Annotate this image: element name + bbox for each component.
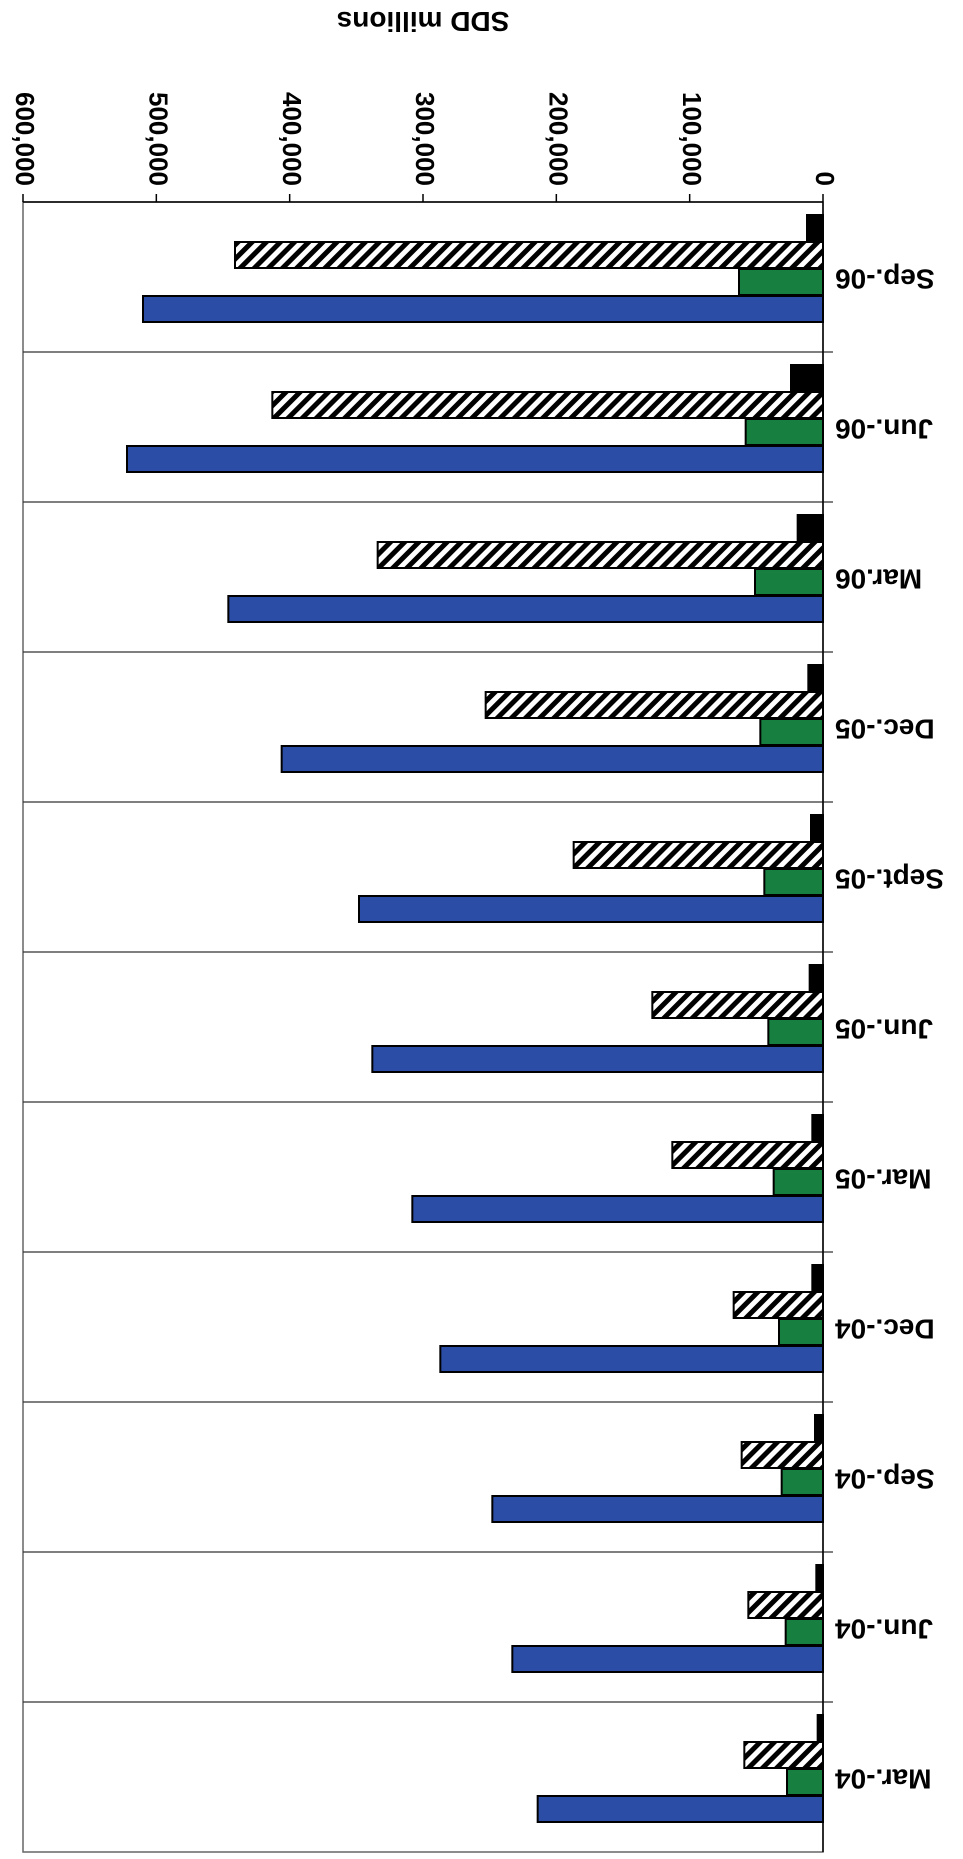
bar-series2-Sept.-05: [763, 868, 824, 896]
bar-series1-Sep.-06: [142, 295, 824, 323]
category-label: Jun.-05: [835, 1014, 933, 1045]
bar-series3-Jun.-05: [651, 991, 824, 1019]
category-label: Sep.-04: [835, 1464, 935, 1495]
category-label: Sept.-05: [835, 864, 944, 895]
category-label: Mar.-05: [835, 1164, 932, 1195]
category-label: Jun.-04: [835, 1614, 933, 1645]
bar-series3-Sep.-06: [234, 241, 824, 269]
bar-series3-Dec.-04: [732, 1291, 824, 1319]
bar-series3-Dec.-05: [484, 691, 824, 719]
bar-series4-Mar.-04: [816, 1714, 824, 1742]
bar-series2-Mar.-04: [786, 1768, 824, 1796]
bar-series4-Sep.-06: [806, 214, 824, 242]
bar-series2-Jun.-05: [767, 1018, 824, 1046]
bar-series2-Sep.-06: [738, 268, 824, 296]
bar-series3-Mar.-05: [671, 1141, 824, 1169]
category-label: Sep.-06: [835, 264, 935, 295]
bar-series1-Sep.-04: [491, 1495, 824, 1523]
bar-series3-Mar.-04: [743, 1741, 824, 1769]
category-label: Mar.-04: [835, 1764, 932, 1795]
plot-area: 0 100,000 200,000 300,000 400,000 500,000 600,…: [10, 6, 944, 1853]
bar-series2-Dec.-05: [759, 718, 824, 746]
bar-series2-Dec.-04: [778, 1318, 824, 1346]
bar-series1-Dec.-04: [439, 1345, 824, 1373]
bar-series1-Jun.-06: [126, 445, 824, 473]
bar-series3-Sept.-05: [572, 841, 824, 869]
bar-series1-Mar.-05: [411, 1195, 824, 1223]
bar-series4-Sep.-04: [814, 1414, 824, 1442]
bar-series4-Dec.-05: [807, 664, 824, 692]
bar-series1-Mar.06: [227, 595, 824, 623]
bar-series2-Jun.-04: [784, 1618, 824, 1646]
value-tick-label: 200,000: [543, 92, 573, 186]
category-label: Jun.-06: [835, 414, 933, 445]
bar-series2-Jun.-06: [744, 418, 824, 446]
value-tick-label: 100,000: [677, 92, 707, 186]
bar-series4-Dec.-04: [811, 1264, 824, 1292]
bar-series3-Mar.06: [376, 541, 824, 569]
bar-series4-Jun.-06: [790, 364, 824, 392]
bar-series3-Jun.-06: [271, 391, 824, 419]
bar-series4-Mar.-05: [811, 1114, 824, 1142]
value-axis-title: SDD millions: [337, 6, 510, 37]
bar-series4-Sept.-05: [810, 814, 824, 842]
category-label: Mar.06: [835, 564, 922, 595]
bar-series1-Mar.-04: [536, 1795, 824, 1823]
bar-series3-Sep.-04: [740, 1441, 824, 1469]
bar-series1-Sept.-05: [358, 895, 824, 923]
value-tick-label: 0: [810, 172, 840, 186]
category-label: Dec.-04: [835, 1314, 935, 1345]
bar-series1-Jun.-05: [371, 1045, 824, 1073]
bar-series4-Jun.-04: [815, 1564, 824, 1592]
bar-series2-Sep.-04: [780, 1468, 824, 1496]
bar-series4-Mar.06: [796, 514, 824, 542]
value-tick-label: 600,000: [10, 92, 40, 186]
bar-series1-Dec.-05: [280, 745, 824, 773]
value-tick-label: 300,000: [410, 92, 440, 186]
value-tick-label: 400,000: [277, 92, 307, 186]
bar-series2-Mar.-05: [772, 1168, 824, 1196]
bar-series2-Mar.06: [754, 568, 824, 596]
value-tick-label: 500,000: [143, 92, 173, 186]
category-label: Dec.-05: [835, 714, 935, 745]
bar-series3-Jun.-04: [747, 1591, 824, 1619]
bar-series1-Jun.-04: [511, 1645, 824, 1673]
bar-series4-Jun.-05: [808, 964, 824, 992]
